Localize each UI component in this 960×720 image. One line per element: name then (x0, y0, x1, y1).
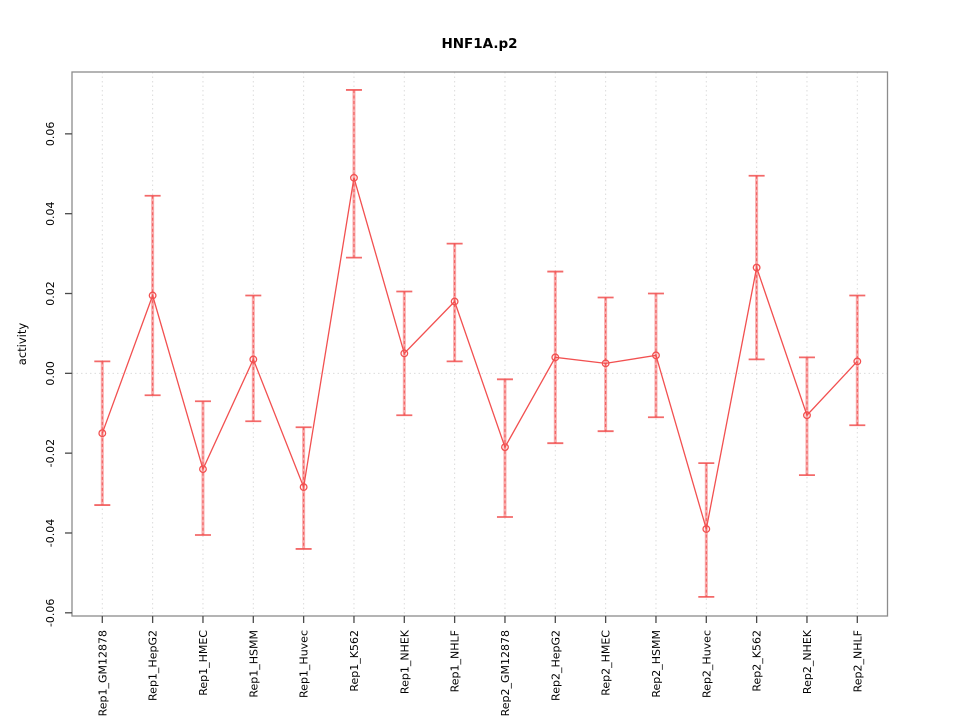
x-tick-label: Rep1_GM12878 (96, 630, 109, 716)
x-tick-label: Rep2_HMEC (600, 630, 613, 696)
data-point (702, 525, 711, 533)
tick-label-layer: -0.06 -0.04 -0.02 0.00 0.02 0.04 0.06 Rep1_GM12… (44, 122, 864, 717)
data-point (400, 349, 409, 358)
x-tick-label: Rep2_HepG2 (549, 630, 562, 701)
x-tick-label: Rep1_HSMM (247, 630, 260, 698)
data-point (601, 359, 610, 368)
y-tick-label: 0.00 (44, 361, 57, 386)
x-tick-label: Rep2_NHLF (851, 630, 864, 692)
y-tick-label: -0.06 (44, 599, 57, 627)
x-tick-label: Rep2_K562 (751, 630, 764, 692)
data-point (249, 355, 258, 364)
data-point (98, 429, 107, 438)
x-tick-label: Rep1_NHEK (398, 629, 411, 694)
data-point (350, 173, 358, 182)
data-point (853, 357, 862, 366)
data-point (299, 483, 308, 492)
x-tick-label: Rep2_NHEK (801, 629, 814, 694)
x-tick-label: Rep2_HSMM (650, 630, 663, 698)
data-point (199, 465, 207, 474)
data-point (803, 411, 811, 420)
y-tick-label: 0.06 (44, 122, 57, 147)
x-tick-label: Rep1_NHLF (449, 630, 462, 692)
data-point (551, 353, 560, 362)
y-tick-label: -0.04 (44, 519, 57, 547)
y-tick-label: 0.02 (44, 281, 57, 306)
data-point (652, 351, 660, 360)
data-layer (94, 89, 866, 598)
x-tick-label: Rep2_GM12878 (499, 630, 512, 716)
series-line (101, 177, 858, 530)
chart-title: HNF1A.p2 (441, 36, 517, 52)
x-tick-label: Rep1_Huvec (298, 630, 311, 698)
data-point (752, 263, 761, 272)
data-point (501, 443, 509, 452)
x-tick-label: Rep1_HepG2 (147, 630, 160, 701)
y-tick-label: 0.04 (44, 201, 57, 226)
x-tick-label: Rep2_Huvec (700, 630, 713, 698)
plot-frame (71, 71, 889, 617)
data-point (148, 291, 157, 300)
frame-layer (65, 71, 889, 623)
x-tick-label: Rep1_HMEC (197, 630, 210, 696)
x-tick-label: Rep1_K562 (348, 630, 361, 692)
y-tick-label: -0.02 (44, 439, 57, 467)
gridline-layer (72, 72, 888, 616)
data-point (450, 297, 459, 306)
y-axis-label: activity (15, 323, 29, 366)
